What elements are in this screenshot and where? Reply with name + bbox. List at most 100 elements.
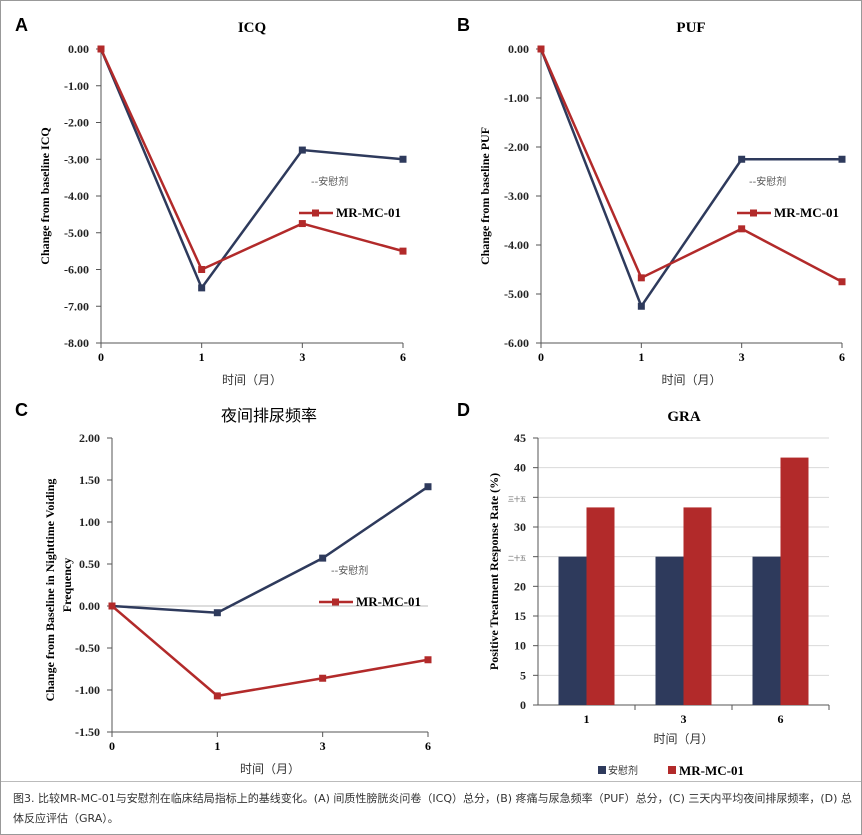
y-axis-label: Change from Baseline in Nighttime Voidin… <box>43 479 74 702</box>
data-point <box>738 155 746 163</box>
bar-drug <box>586 507 615 705</box>
data-point <box>537 45 545 53</box>
panel-letter: A <box>15 15 28 35</box>
series-line-drug <box>539 48 843 283</box>
data-point <box>399 155 407 163</box>
legend-label-drug: MR-MC-01 <box>356 594 421 609</box>
panel-letter: B <box>457 15 470 35</box>
x-axis-label: 时间（月） <box>661 373 721 387</box>
chart-title: 夜间排尿频率 <box>221 406 317 425</box>
data-point <box>198 284 206 292</box>
data-point <box>838 155 846 163</box>
data-point <box>97 45 105 53</box>
data-point <box>424 656 432 664</box>
y-tick-label: 40 <box>514 461 526 475</box>
y-tick-label: 0.00 <box>68 42 89 56</box>
y-tick-label: 二十五 <box>508 555 526 563</box>
figure-caption: 图3. 比较MR-MC-01与安慰剂在临床结局指标上的基线变化。(A) 间质性膀… <box>13 792 852 825</box>
y-tick-label: -6.00 <box>504 336 529 350</box>
data-point <box>424 483 432 491</box>
legend-marker-placebo <box>598 766 606 774</box>
y-tick-label: -1.00 <box>504 91 529 105</box>
legend-marker-drug <box>312 209 319 217</box>
y-tick-label: -5.00 <box>504 287 529 301</box>
x-axis-label: 时间（月） <box>222 373 282 387</box>
x-tick-label: 1 <box>214 739 220 753</box>
series-line-placebo <box>539 48 842 309</box>
data-point <box>738 225 746 233</box>
x-axis-label: 时间（月） <box>653 732 713 746</box>
divider <box>1 781 861 782</box>
data-point <box>213 692 221 700</box>
y-tick-label: -1.50 <box>75 725 100 739</box>
bar-drug <box>780 457 809 705</box>
x-tick-label: 3 <box>681 712 687 726</box>
x-tick-label: 0 <box>538 350 544 364</box>
data-point <box>319 674 327 682</box>
panel-letter: D <box>457 400 470 420</box>
y-tick-label: 5 <box>520 668 526 682</box>
y-tick-label: -2.00 <box>504 140 529 154</box>
y-tick-label: 0.50 <box>79 557 100 571</box>
x-tick-label: 3 <box>320 739 326 753</box>
data-point <box>108 602 116 610</box>
y-tick-label: 0.00 <box>79 599 100 613</box>
x-tick-label: 0 <box>109 739 115 753</box>
data-point <box>399 247 407 255</box>
x-tick-label: 6 <box>400 350 406 364</box>
y-tick-label: 20 <box>514 579 526 593</box>
y-tick-label: -7.00 <box>64 299 89 313</box>
y-tick-label: 2.00 <box>79 431 100 445</box>
x-axis-label: 时间（月） <box>240 762 300 776</box>
bar-placebo <box>558 556 587 705</box>
y-tick-label: 1.50 <box>79 473 100 487</box>
y-tick-label: -3.00 <box>504 189 529 203</box>
legend-label-placebo: --安慰剂 <box>749 175 786 188</box>
chart-title: GRA <box>667 409 701 425</box>
data-point <box>637 302 645 310</box>
y-axis-label: Change from baseline PUF <box>478 127 492 265</box>
x-tick-label: 1 <box>638 350 644 364</box>
x-tick-label: 3 <box>299 350 305 364</box>
y-tick-label: -0.50 <box>75 641 100 655</box>
chart-title: ICQ <box>238 20 267 36</box>
legend-label-placebo: --安慰剂 <box>311 175 348 188</box>
y-tick-label: -4.00 <box>64 189 89 203</box>
data-point <box>838 278 846 286</box>
y-tick-label: -1.00 <box>64 79 89 93</box>
y-tick-label: 30 <box>514 520 526 534</box>
y-tick-label: -3.00 <box>64 152 89 166</box>
y-tick-label: -6.00 <box>64 263 89 277</box>
bar-placebo <box>752 556 781 705</box>
y-tick-label: 0.00 <box>508 42 529 56</box>
y-axis-label: Change from baseline ICQ <box>38 127 52 264</box>
legend-label-drug: MR-MC-01 <box>774 205 839 220</box>
y-tick-label: -1.00 <box>75 683 100 697</box>
chart-figure: A ICQ 0.00 -1.00 -2.00 -3.00 -4.00 -5.00 -6.00 -7… <box>15 15 846 778</box>
y-tick-label: 三十五 <box>508 495 526 503</box>
x-tick-label: 1 <box>584 712 590 726</box>
y-tick-label: 45 <box>514 431 526 445</box>
legend-marker-drug <box>332 598 339 606</box>
y-tick-label: -2.00 <box>64 116 89 130</box>
legend-label-drug: MR-MC-01 <box>679 763 744 778</box>
y-tick-label: 0 <box>520 698 526 712</box>
x-tick-label: 6 <box>778 712 784 726</box>
legend-label-drug: MR-MC-01 <box>336 205 401 220</box>
x-tick-label: 6 <box>425 739 431 753</box>
data-point <box>298 146 306 154</box>
series-line-placebo <box>99 48 404 291</box>
y-axis-label: Positive Treatment Response Rate (%) <box>487 473 501 670</box>
x-tick-label: 6 <box>839 350 845 364</box>
y-tick-label: -5.00 <box>64 226 89 240</box>
y-tick-label: 10 <box>514 639 526 653</box>
data-point <box>298 220 306 228</box>
data-point <box>319 554 327 562</box>
series-line-placebo <box>111 485 429 614</box>
data-point <box>637 274 645 282</box>
y-tick-label: 15 <box>514 609 526 623</box>
y-tick-label: -4.00 <box>504 238 529 252</box>
panel-letter: C <box>15 400 28 420</box>
x-tick-label: 1 <box>199 350 205 364</box>
